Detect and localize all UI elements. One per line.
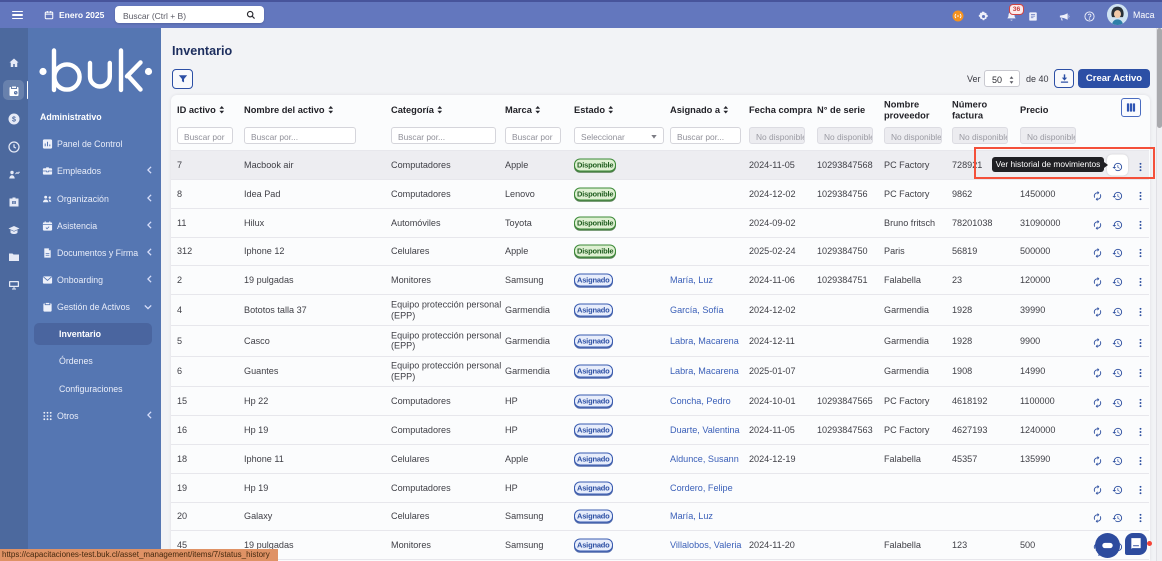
svg-text:$$: $$ bbox=[12, 201, 16, 205]
svg-text:$: $ bbox=[12, 117, 16, 124]
